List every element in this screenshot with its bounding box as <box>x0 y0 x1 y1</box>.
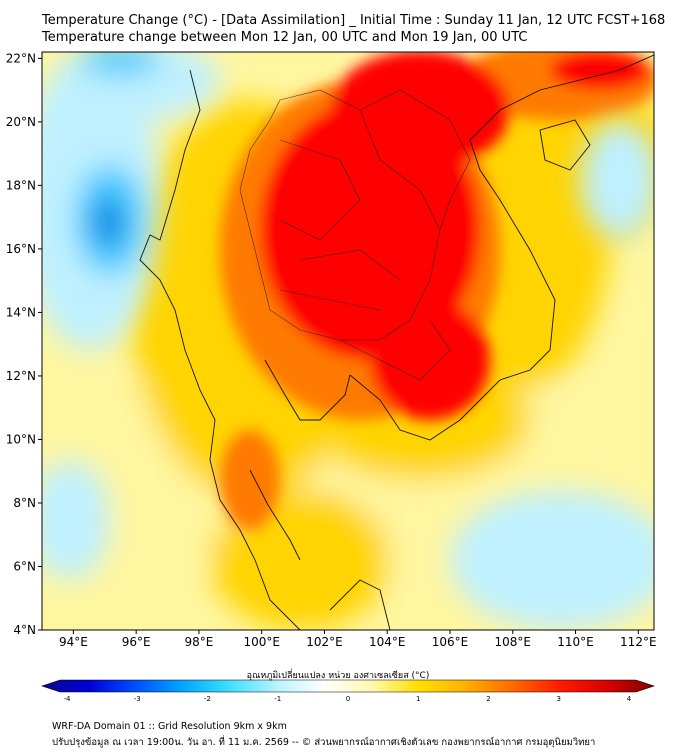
colorbar-tick-label: -3 <box>134 695 141 703</box>
colorbar-tick-label: 4 <box>627 695 632 703</box>
lat-tick-label: 22°N <box>6 51 36 65</box>
lat-tick-label: 20°N <box>6 115 36 129</box>
field-blob-warm <box>220 430 280 530</box>
colorbar-tick-label: -4 <box>64 695 72 703</box>
colorbar-ticks: -4 -3 -2 -1 0 1 2 3 4 <box>64 695 632 703</box>
lat-tick-label: 14°N <box>6 305 36 319</box>
footer-credit: ปรับปรุงข้อมูล ณ เวลา 19:00น. วัน อา. ที… <box>52 737 596 748</box>
field-blob-cool <box>580 120 654 240</box>
chart-subtitle: Temperature change between Mon 12 Jan, 0… <box>42 30 528 45</box>
coastline-hainan <box>539 119 591 171</box>
lon-tick-label: 94°E <box>59 635 88 649</box>
field-blob-hot <box>370 300 490 420</box>
field-blob-hot <box>550 52 650 90</box>
map-field <box>42 52 654 630</box>
border-internal <box>279 139 401 311</box>
border-vietnam-laos <box>359 89 471 231</box>
lon-tick-label: 104°E <box>369 635 406 649</box>
plot-frame <box>41 51 655 631</box>
lon-tick-label: 100°E <box>243 635 280 649</box>
field-blob-cool <box>450 490 654 630</box>
coastlines <box>139 54 654 630</box>
lat-tick-label: 18°N <box>6 178 36 192</box>
coastline-borneo <box>329 579 391 630</box>
longitude-axis: 94°E 96°E 98°E 100°E 102°E 104°E 106°E 108°E 110… <box>59 630 657 649</box>
lat-tick-label: 10°N <box>6 432 36 446</box>
chart-title: Temperature Change (°C) - [Data Assimila… <box>42 13 666 28</box>
lon-tick-label: 112°E <box>620 635 657 649</box>
colorbar-tick-label: -1 <box>274 695 281 703</box>
colorbar: -4 -3 -2 -1 0 1 2 3 4 <box>41 679 655 703</box>
border-thailand-laos <box>239 89 441 341</box>
latitude-axis: 22°N 20°N 18°N 16°N 14°N 12°N 10°N 8°N 6°N 4°N <box>6 51 42 637</box>
coastline-thailand-gulf <box>264 359 351 421</box>
admin-borders <box>239 89 471 381</box>
cool-field-layer <box>42 52 654 630</box>
lon-tick-label: 106°E <box>432 635 469 649</box>
lon-tick-label: 102°E <box>306 635 343 649</box>
lat-tick-label: 6°N <box>13 559 36 573</box>
lon-tick-label: 98°E <box>184 635 213 649</box>
lon-tick-label: 108°E <box>495 635 532 649</box>
field-blob-cold <box>80 52 160 75</box>
coastline-cambodia-vietnam <box>349 54 654 441</box>
lat-tick-label: 12°N <box>6 369 36 383</box>
field-blob-hot <box>330 52 510 170</box>
footer-domain-info: WRF-DA Domain 01 :: Grid Resolution 9km … <box>52 721 287 732</box>
colorbar-tick-label: 0 <box>346 695 350 703</box>
border-cambodia <box>339 319 451 381</box>
colorbar-tick-label: -2 <box>204 695 211 703</box>
colorbar-tick-label: 2 <box>486 695 490 703</box>
lat-tick-label: 8°N <box>13 496 36 510</box>
colorbar-tick-label: 3 <box>557 695 561 703</box>
lat-tick-label: 4°N <box>13 623 36 637</box>
lon-tick-label: 110°E <box>557 635 594 649</box>
field-blob-colder <box>94 200 122 244</box>
colorbar-label: อุณหภูมิเปลี่ยนแปลง หน่วย องศาเซลเซียส (… <box>246 671 430 681</box>
colorbar-tick-label: 1 <box>416 695 420 703</box>
field-blob-cool <box>42 460 110 580</box>
coastline-myanmar <box>139 69 221 501</box>
lon-tick-label: 96°E <box>122 635 151 649</box>
coastline-peninsula <box>219 469 301 630</box>
lat-tick-label: 16°N <box>6 242 36 256</box>
colorbar-bar <box>41 679 655 693</box>
